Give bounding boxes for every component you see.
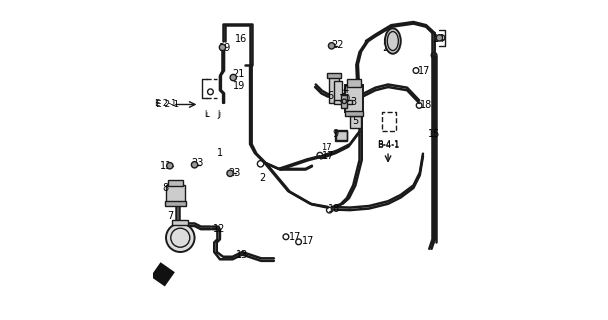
Bar	[165, 201, 186, 206]
Text: 23: 23	[228, 168, 240, 178]
Bar	[347, 79, 361, 87]
Circle shape	[227, 170, 233, 177]
Bar	[334, 100, 351, 104]
Text: 17: 17	[322, 151, 334, 161]
Bar	[166, 185, 185, 203]
Text: 17: 17	[289, 232, 302, 242]
Text: 15: 15	[427, 129, 440, 139]
Text: 16: 16	[235, 34, 247, 44]
Circle shape	[328, 43, 335, 49]
Bar	[335, 130, 347, 141]
Text: 9: 9	[333, 129, 339, 139]
Text: 17: 17	[321, 143, 331, 152]
Circle shape	[192, 162, 198, 168]
Text: 22: 22	[331, 40, 344, 50]
Text: 5: 5	[352, 116, 359, 126]
Bar	[345, 85, 363, 112]
Text: 8: 8	[163, 183, 169, 193]
Text: 17: 17	[302, 236, 314, 246]
Text: 10: 10	[339, 94, 351, 104]
Text: 20: 20	[382, 43, 395, 53]
Text: 11: 11	[161, 161, 173, 171]
Text: E 2-1: E 2-1	[155, 99, 176, 108]
Text: B-4-1: B-4-1	[377, 141, 399, 150]
Text: 14: 14	[433, 34, 445, 44]
Text: L: L	[205, 109, 209, 118]
Text: 23: 23	[191, 157, 203, 168]
Text: 2: 2	[260, 173, 266, 183]
Text: 12: 12	[213, 224, 226, 234]
Text: J: J	[218, 109, 219, 118]
Text: 4: 4	[343, 84, 349, 95]
Bar	[334, 81, 342, 103]
Bar	[168, 180, 184, 186]
Circle shape	[230, 74, 237, 81]
Bar	[336, 131, 347, 140]
Bar	[350, 116, 361, 128]
Bar	[341, 95, 347, 108]
Bar	[172, 220, 188, 225]
Text: 19: 19	[219, 43, 232, 53]
Bar	[327, 73, 342, 77]
Bar	[330, 76, 339, 103]
Text: FR.: FR.	[154, 270, 171, 279]
Text: J: J	[218, 112, 220, 118]
Text: 17: 17	[418, 66, 430, 76]
Text: 3: 3	[351, 97, 357, 107]
Text: 6: 6	[327, 91, 333, 101]
Text: 21: 21	[232, 69, 244, 79]
Bar	[345, 111, 363, 116]
Circle shape	[437, 35, 443, 41]
Bar	[151, 262, 175, 286]
Text: 13: 13	[236, 250, 248, 260]
Text: 18: 18	[328, 204, 340, 214]
Text: 7: 7	[168, 212, 174, 221]
Text: 1: 1	[218, 148, 224, 158]
Ellipse shape	[385, 28, 401, 54]
Text: B-4-1: B-4-1	[377, 140, 399, 149]
Text: E 2-1: E 2-1	[156, 100, 179, 109]
Circle shape	[167, 163, 173, 169]
Text: 18: 18	[420, 100, 433, 110]
Circle shape	[219, 44, 226, 51]
Text: L: L	[206, 112, 210, 118]
Circle shape	[166, 223, 195, 252]
Text: 19: 19	[233, 81, 245, 92]
